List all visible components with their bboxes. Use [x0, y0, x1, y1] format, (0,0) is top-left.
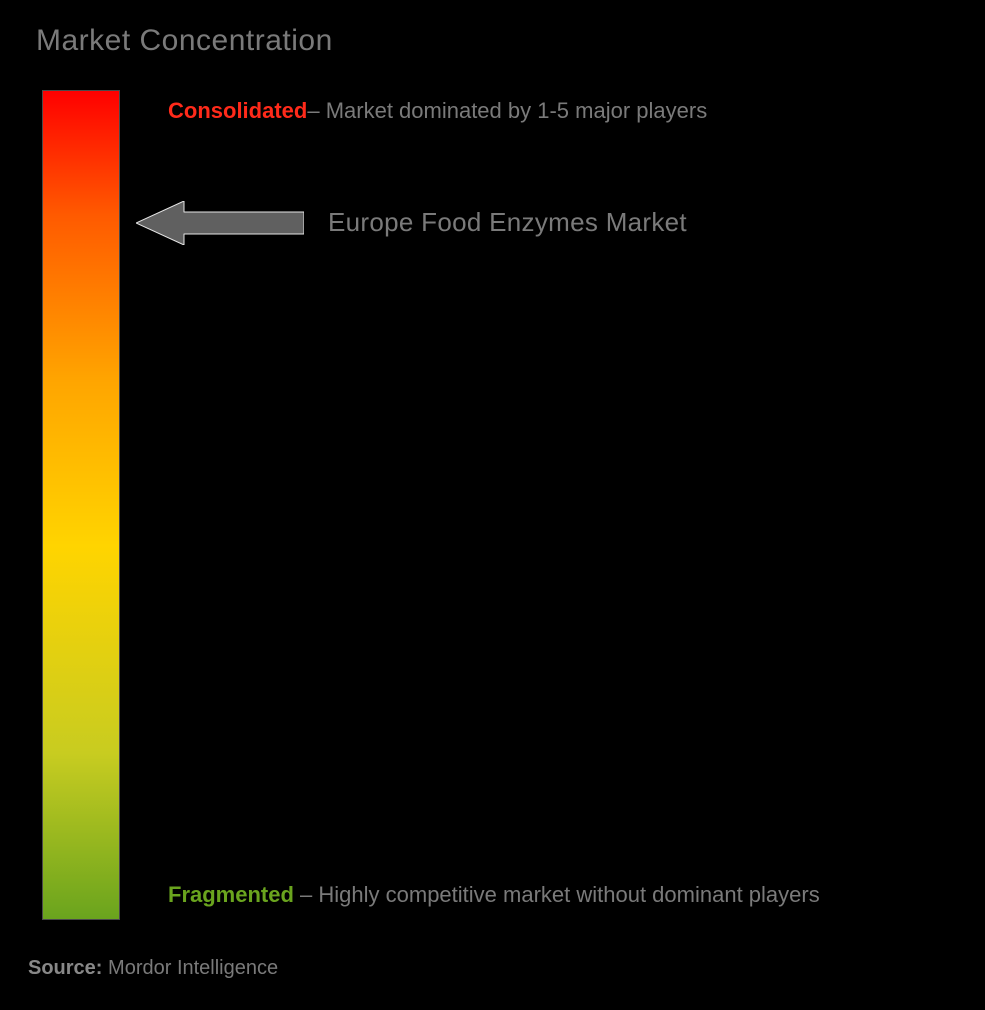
arrow-left-icon: [136, 201, 304, 245]
consolidated-label: Consolidated– Market dominated by 1-5 ma…: [168, 98, 707, 124]
market-position-marker: Europe Food Enzymes Market: [136, 201, 687, 245]
source-prefix: Source:: [28, 957, 108, 979]
page-title: Market Concentration: [36, 24, 957, 58]
concentration-visual: Consolidated– Market dominated by 1-5 ma…: [28, 90, 957, 920]
fragmented-label-strong: Fragmented: [168, 882, 294, 907]
fragmented-label-desc: – Highly competitive market without domi…: [294, 882, 820, 907]
consolidated-label-desc: – Market dominated by 1-5 major players: [307, 98, 707, 123]
source-attribution: Source: Mordor Intelligence: [28, 957, 278, 980]
consolidated-label-strong: Consolidated: [168, 98, 307, 123]
market-name-label: Europe Food Enzymes Market: [328, 207, 687, 238]
gradient-bar: [42, 90, 120, 920]
source-name: Mordor Intelligence: [108, 957, 278, 979]
fragmented-label: Fragmented – Highly competitive market w…: [168, 882, 820, 908]
